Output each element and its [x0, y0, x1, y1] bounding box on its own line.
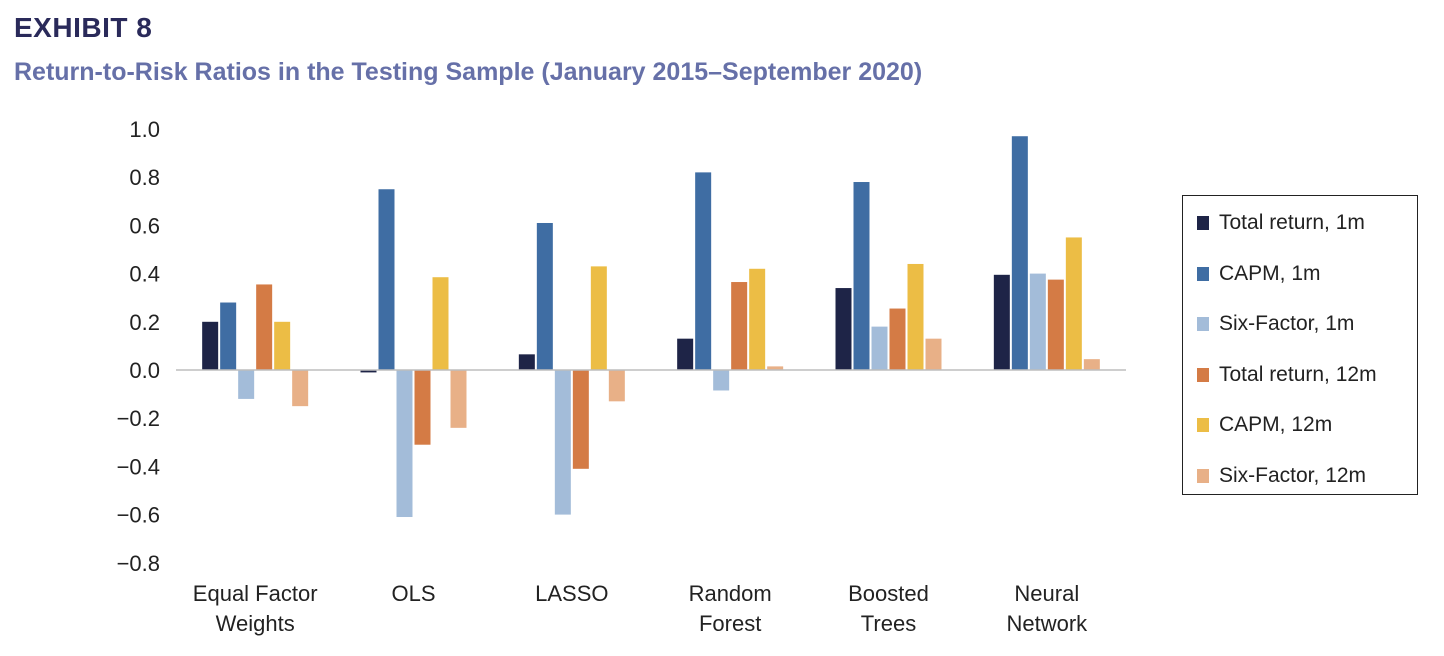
bar	[518, 354, 535, 370]
legend-swatch	[1197, 468, 1209, 483]
x-tick-label: Forest	[699, 611, 761, 636]
bar	[713, 370, 730, 391]
y-tick-label: 0.2	[129, 310, 160, 335]
y-tick-label: −0.4	[117, 454, 160, 479]
x-tick-label: Equal Factor	[193, 581, 318, 606]
y-tick-label: 1.0	[129, 117, 160, 142]
bar	[1065, 237, 1082, 370]
y-tick-label: 0.8	[129, 165, 160, 190]
bar	[907, 263, 924, 370]
bar	[925, 338, 942, 370]
legend-item: Total return, 1m	[1197, 210, 1365, 236]
y-tick-label: 0.0	[129, 358, 160, 383]
bar	[450, 370, 467, 428]
bar	[749, 268, 766, 370]
legend-label: CAPM, 1m	[1219, 261, 1321, 285]
x-tick-label: Random	[689, 581, 772, 606]
bar	[871, 326, 888, 370]
y-tick-label: 0.6	[129, 213, 160, 238]
chart-legend: Total return, 1m CAPM, 1m Six-Factor, 1m To…	[1182, 195, 1418, 495]
legend-swatch	[1197, 418, 1209, 432]
legend-label: Total return, 12m	[1219, 362, 1377, 386]
x-tick-label: Boosted	[848, 581, 929, 606]
bar	[554, 370, 571, 515]
x-tick-label: LASSO	[535, 581, 608, 606]
bar	[835, 288, 852, 370]
bar	[608, 370, 625, 402]
bar	[238, 370, 255, 399]
bar	[414, 370, 431, 445]
legend-swatch	[1197, 367, 1209, 382]
bar	[378, 189, 395, 370]
bar	[993, 274, 1010, 370]
legend-item: Six-Factor, 1m	[1197, 311, 1354, 337]
legend-item: CAPM, 12m	[1197, 412, 1332, 438]
bar	[274, 321, 291, 370]
bar	[360, 370, 377, 373]
bar	[202, 321, 219, 370]
y-tick-label: −0.6	[117, 503, 160, 528]
bar	[1047, 279, 1064, 370]
bar	[1029, 273, 1046, 370]
bar	[677, 338, 694, 370]
bar	[1083, 359, 1100, 370]
y-tick-label: −0.2	[117, 406, 160, 431]
bar	[396, 370, 413, 518]
y-tick-label: 0.4	[129, 262, 160, 287]
bar	[695, 172, 712, 370]
legend-label: CAPM, 12m	[1219, 413, 1333, 436]
legend-item: Six-Factor, 12m	[1197, 463, 1366, 489]
legend-item: Total return, 12m	[1197, 362, 1377, 388]
legend-label: Total return, 1m	[1219, 211, 1365, 234]
chart-subtitle: Return-to-Risk Ratios in the Testing Sam…	[14, 58, 923, 86]
bar	[731, 282, 748, 370]
x-tick-label: Weights	[216, 611, 295, 636]
bar	[256, 284, 273, 370]
exhibit-label: EXHIBIT 8	[14, 12, 153, 43]
legend-label: Six-Factor, 1m	[1219, 312, 1355, 335]
bar	[590, 266, 607, 370]
x-tick-label: Trees	[861, 611, 916, 636]
bar	[767, 366, 784, 370]
legend-swatch	[1197, 216, 1209, 230]
x-tick-label: Neural	[1014, 581, 1079, 606]
legend-label: Six-Factor, 12m	[1219, 463, 1367, 487]
y-tick-label: −0.8	[117, 551, 160, 576]
bar	[432, 277, 449, 370]
bar	[889, 308, 906, 370]
bar	[572, 370, 589, 469]
bar	[536, 222, 553, 370]
legend-swatch	[1197, 317, 1209, 331]
x-tick-label: Network	[1006, 611, 1088, 636]
legend-swatch	[1197, 266, 1209, 281]
bar	[1011, 136, 1028, 370]
x-tick-label: OLS	[391, 581, 435, 606]
bar	[853, 182, 870, 370]
bar	[292, 370, 309, 407]
bar	[220, 302, 237, 370]
legend-item: CAPM, 1m	[1197, 261, 1321, 287]
